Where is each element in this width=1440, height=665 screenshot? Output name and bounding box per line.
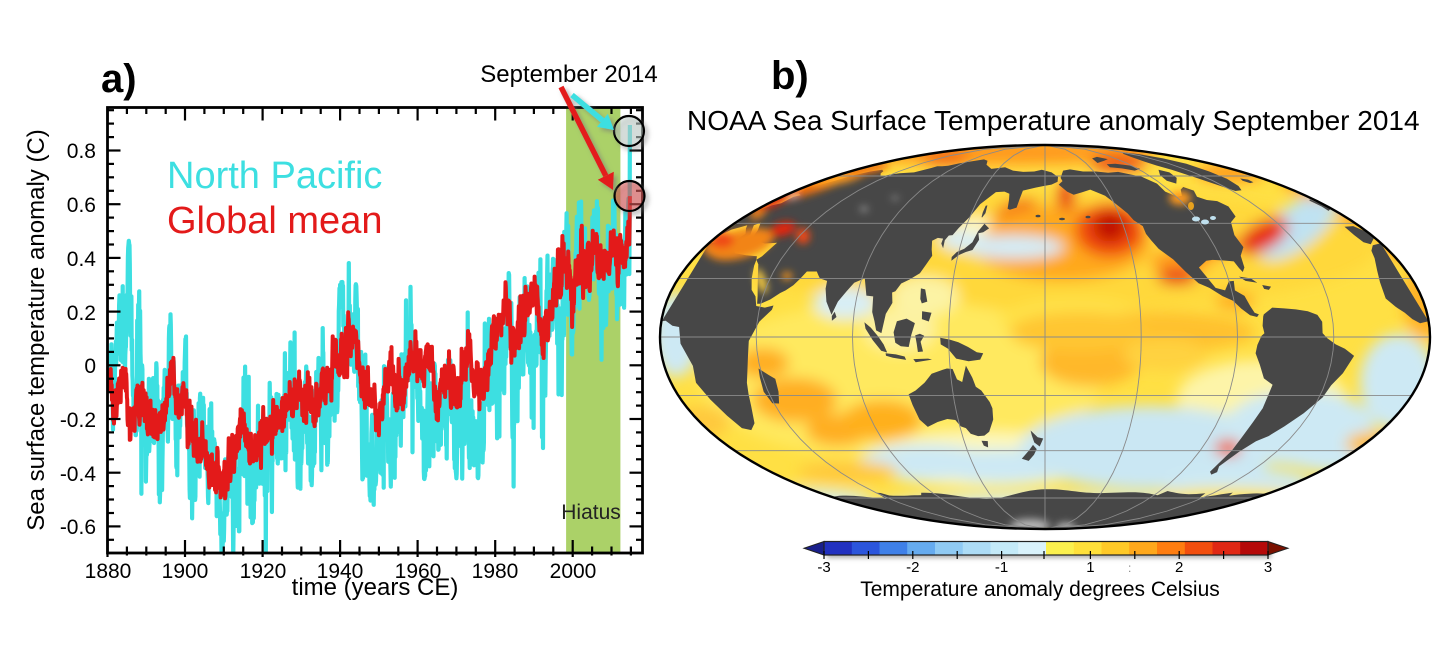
svg-text:2: 2 [1175, 559, 1183, 576]
svg-text:-0.2: -0.2 [60, 409, 96, 432]
svg-text:-0.4: -0.4 [60, 463, 97, 486]
svg-text:-2: -2 [906, 559, 919, 576]
svg-text:0.6: 0.6 [67, 194, 96, 217]
svg-text:0.2: 0.2 [67, 302, 96, 325]
svg-text:b): b) [771, 54, 809, 98]
svg-text:NOAA Sea Surface Temperature a: NOAA Sea Surface Temperature anomaly Sep… [687, 105, 1420, 136]
svg-text:a): a) [101, 57, 137, 101]
svg-text:-0.6: -0.6 [60, 516, 96, 539]
svg-text:0.4: 0.4 [67, 248, 97, 271]
svg-text:-1: -1 [995, 559, 1008, 576]
svg-text:1: 1 [1086, 559, 1094, 576]
svg-text:Global mean: Global mean [167, 200, 382, 242]
svg-text:1920: 1920 [240, 560, 287, 583]
svg-text:1980: 1980 [472, 560, 519, 583]
svg-text:time (years CE): time (years CE) [292, 574, 459, 601]
svg-text::: : [1128, 561, 1131, 575]
svg-text:2000: 2000 [550, 560, 597, 583]
svg-text:-3: -3 [817, 559, 830, 576]
svg-text:September 2014: September 2014 [480, 61, 657, 88]
svg-text:1940: 1940 [317, 560, 364, 583]
svg-text:Temperature anomaly degrees Ce: Temperature anomaly degrees Celsius [860, 578, 1220, 601]
svg-text:0.8: 0.8 [67, 140, 96, 163]
svg-text:Sea surface temperature anomal: Sea surface temperature anomaly (C) [23, 129, 50, 531]
svg-text:0: 0 [84, 355, 96, 378]
svg-text:1900: 1900 [162, 560, 209, 583]
svg-text:North Pacific: North Pacific [167, 155, 382, 197]
svg-text:1960: 1960 [395, 560, 442, 583]
svg-text:Hiatus: Hiatus [561, 501, 621, 524]
svg-text:3: 3 [1264, 559, 1272, 576]
svg-text:1880: 1880 [85, 560, 132, 583]
